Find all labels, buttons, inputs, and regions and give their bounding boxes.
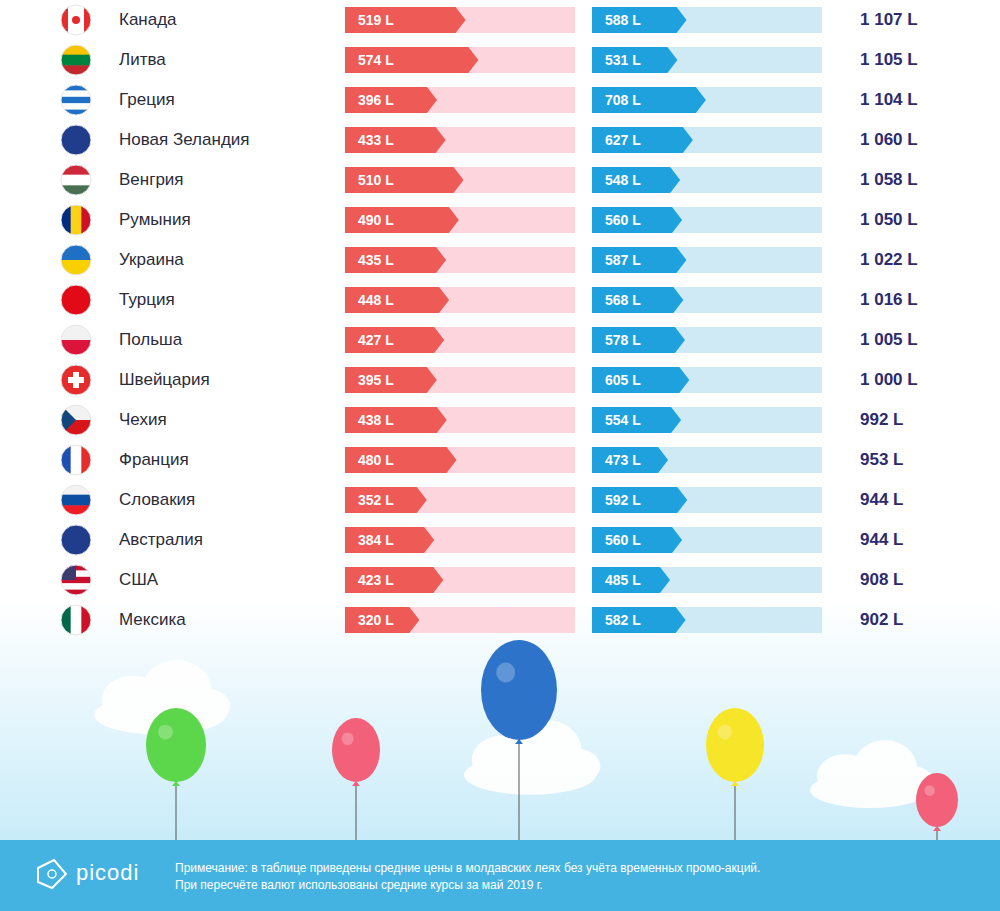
svg-text:548 L: 548 L bbox=[605, 172, 641, 188]
html-text:Новая Зеландия: Новая Зеландия bbox=[119, 130, 250, 149]
html-text:Греция: Греция bbox=[119, 90, 175, 109]
html-text:908 L: 908 L bbox=[860, 570, 904, 589]
svg-text:560 L: 560 L bbox=[605, 212, 641, 228]
svg-text:708 L: 708 L bbox=[605, 92, 641, 108]
html-text:1 060 L: 1 060 L bbox=[860, 130, 918, 149]
svg-text:320 L: 320 L bbox=[358, 612, 394, 628]
svg-text:423 L: 423 L bbox=[358, 572, 394, 588]
svg-text:554 L: 554 L bbox=[605, 412, 641, 428]
html-text:Венгрия: Венгрия bbox=[119, 170, 184, 189]
html-text:902 L: 902 L bbox=[860, 610, 904, 629]
svg-text:395 L: 395 L bbox=[358, 372, 394, 388]
svg-text:582 L: 582 L bbox=[605, 612, 641, 628]
svg-text:485 L: 485 L bbox=[605, 572, 641, 588]
html-text:1 105 L: 1 105 L bbox=[860, 50, 918, 69]
svg-text:490 L: 490 L bbox=[358, 212, 394, 228]
html-text:Румыния: Румыния bbox=[119, 210, 191, 229]
svg-text:433 L: 433 L bbox=[358, 132, 394, 148]
svg-text:588 L: 588 L bbox=[605, 12, 641, 28]
html-text:Турция: Турция bbox=[119, 290, 175, 309]
svg-text:427 L: 427 L bbox=[358, 332, 394, 348]
html-text:Швейцария: Швейцария bbox=[119, 370, 210, 389]
html-text:992 L: 992 L bbox=[860, 410, 904, 429]
html-text:1 022 L: 1 022 L bbox=[860, 250, 918, 269]
html-text:Мексика: Мексика bbox=[119, 610, 186, 629]
svg-text:568 L: 568 L bbox=[605, 292, 641, 308]
html-text:При пересчёте валют использова: При пересчёте валют использованы средние… bbox=[175, 878, 543, 892]
svg-text:587 L: 587 L bbox=[605, 252, 641, 268]
svg-text:384 L: 384 L bbox=[358, 532, 394, 548]
svg-text:480 L: 480 L bbox=[358, 452, 394, 468]
svg-text:560 L: 560 L bbox=[605, 532, 641, 548]
html-text:1 058 L: 1 058 L bbox=[860, 170, 918, 189]
svg-text:578 L: 578 L bbox=[605, 332, 641, 348]
svg-text:396 L: 396 L bbox=[358, 92, 394, 108]
svg-text:435 L: 435 L bbox=[358, 252, 394, 268]
svg-text:510 L: 510 L bbox=[358, 172, 394, 188]
html-text:Франция: Франция bbox=[119, 450, 189, 469]
html-text:1 016 L: 1 016 L bbox=[860, 290, 918, 309]
html-text:Австралия: Австралия bbox=[119, 530, 203, 549]
html-text:953 L: 953 L bbox=[860, 450, 904, 469]
svg-text:519 L: 519 L bbox=[358, 12, 394, 28]
svg-text:574 L: 574 L bbox=[358, 52, 394, 68]
svg-text:438 L: 438 L bbox=[358, 412, 394, 428]
html-text:1 000 L: 1 000 L bbox=[860, 370, 918, 389]
svg-text:531 L: 531 L bbox=[605, 52, 641, 68]
html-text:Примечание: в таблице приведен: Примечание: в таблице приведены средние … bbox=[175, 861, 761, 875]
svg-text:605 L: 605 L bbox=[605, 372, 641, 388]
html-text:Словакия: Словакия bbox=[119, 490, 196, 509]
svg-text:627 L: 627 L bbox=[605, 132, 641, 148]
html-text:944 L: 944 L bbox=[860, 530, 904, 549]
html-text:Канада: Канада bbox=[119, 10, 177, 29]
html-text:1 050 L: 1 050 L bbox=[860, 210, 918, 229]
html-text:Литва: Литва bbox=[119, 50, 166, 69]
html-text:1 005 L: 1 005 L bbox=[860, 330, 918, 349]
html-text:1 104 L: 1 104 L bbox=[860, 90, 918, 109]
html-text:picodi: picodi bbox=[76, 860, 140, 885]
svg-text:352 L: 352 L bbox=[358, 492, 394, 508]
html-text:944 L: 944 L bbox=[860, 490, 904, 509]
svg-text:592 L: 592 L bbox=[605, 492, 641, 508]
html-text:1 107 L: 1 107 L bbox=[860, 10, 918, 29]
html-text:Польша: Польша bbox=[119, 330, 183, 349]
html-text:Чехия: Чехия bbox=[119, 410, 167, 429]
html-text:Украина: Украина bbox=[119, 250, 184, 269]
svg-text:448 L: 448 L bbox=[358, 292, 394, 308]
svg-text:473 L: 473 L bbox=[605, 452, 641, 468]
html-text:США: США bbox=[119, 570, 159, 589]
